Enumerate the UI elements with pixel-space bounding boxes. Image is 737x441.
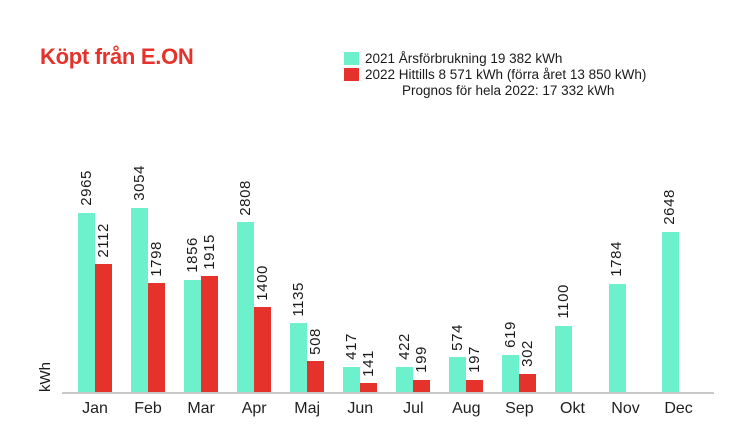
- legend-item-2: Prognos för hela 2022: 17 332 kWh: [344, 83, 646, 99]
- x-tick-apr: Apr: [241, 400, 267, 417]
- y-axis-label: kWh: [37, 362, 54, 392]
- legend-label-0: 2021 Årsförbrukning 19 382 kWh: [365, 51, 563, 66]
- legend-label-1: 2022 Hittills 8 571 kWh (förra året 13 8…: [365, 66, 647, 82]
- bar-2021-mar: [184, 279, 202, 392]
- bar-value-label-2022-mar: 1915: [200, 233, 218, 270]
- bar-2021-dec: [661, 232, 679, 392]
- bar-value-label-2021-apr: 2808: [236, 179, 254, 216]
- x-tick-sep: Sep: [505, 400, 534, 417]
- bar-2022-jul: [413, 379, 431, 392]
- bar-value-label-2021-jan: 2965: [77, 170, 95, 206]
- x-tick-okt: Okt: [559, 400, 585, 417]
- bar-2022-sep: [519, 373, 537, 392]
- legend-swatch-0: [344, 52, 359, 65]
- bar-2021-jun: [343, 366, 361, 392]
- legend-item-1: 2022 Hittills 8 571 kWh (förra året 13 8…: [344, 67, 646, 83]
- bar-2022-mar: [201, 276, 219, 392]
- bar-2022-apr: [254, 307, 272, 392]
- bar-value-label-2021-jul: 422: [395, 332, 413, 360]
- bar-2021-feb: [131, 207, 149, 392]
- x-axis-line: [62, 392, 714, 394]
- bar-value-label-2022-apr: 1400: [253, 264, 271, 301]
- x-tick-feb: Feb: [134, 400, 162, 417]
- bar-value-label-2022-feb: 1798: [147, 240, 165, 277]
- bar-value-label-2021-feb: 3054: [130, 164, 148, 201]
- bar-2022-feb: [148, 283, 166, 392]
- bar-value-label-2021-aug: 574: [448, 323, 466, 351]
- x-tick-maj: Maj: [294, 400, 321, 417]
- bar-value-label-2022-jun: 141: [359, 349, 377, 377]
- bar-2021-aug: [449, 357, 467, 392]
- bar-2021-okt: [555, 325, 573, 392]
- bar-value-label-2021-sep: 619: [501, 320, 519, 348]
- bar-2021-jan: [78, 212, 95, 392]
- bar-value-label-2022-jan: 2112: [94, 222, 112, 258]
- bar-value-label-2021-jun: 417: [342, 333, 360, 360]
- bar-value-label-2022-aug: 197: [465, 346, 483, 374]
- legend-swatch-1: [344, 67, 359, 81]
- legend-label-2: Prognos för hela 2022: 17 332 kWh: [402, 82, 615, 98]
- bar-2021-jul: [396, 366, 414, 392]
- bar-value-label-2021-mar: 1856: [183, 237, 201, 273]
- bar-2021-maj: [290, 323, 308, 392]
- bar-value-label-2021-dec: 2648: [661, 189, 679, 226]
- bar-2021-sep: [502, 354, 520, 392]
- bar-value-label-2021-maj: 1135: [289, 281, 307, 317]
- x-tick-mar: Mar: [187, 400, 215, 417]
- x-tick-jan: Jan: [82, 400, 108, 417]
- bar-2022-jun: [360, 383, 378, 392]
- bar-2022-jan: [95, 264, 112, 392]
- bar-2021-nov: [608, 284, 626, 392]
- legend-item-0: 2021 Årsförbrukning 19 382 kWh: [344, 51, 646, 67]
- bar-value-label-2021-nov: 1784: [608, 241, 625, 278]
- bar-value-label-2021-okt: 1100: [554, 283, 572, 319]
- bar-value-label-2022-maj: 508: [306, 327, 324, 355]
- bar-value-label-2022-jul: 199: [412, 346, 430, 373]
- x-tick-nov: Nov: [611, 400, 640, 417]
- bar-2022-aug: [466, 380, 484, 392]
- bar-2021-apr: [237, 222, 255, 392]
- x-tick-jun: Jun: [347, 400, 374, 417]
- x-tick-jul: Jul: [403, 400, 424, 417]
- page-title: Köpt från E.ON: [40, 44, 194, 69]
- bar-value-label-2022-sep: 302: [518, 339, 536, 367]
- x-tick-dec: Dec: [664, 400, 693, 417]
- bar-2022-maj: [307, 361, 325, 392]
- chart-legend: 2021 Årsförbrukning 19 382 kWh 2022 Hitti…: [344, 51, 646, 98]
- x-tick-aug: Aug: [452, 400, 481, 417]
